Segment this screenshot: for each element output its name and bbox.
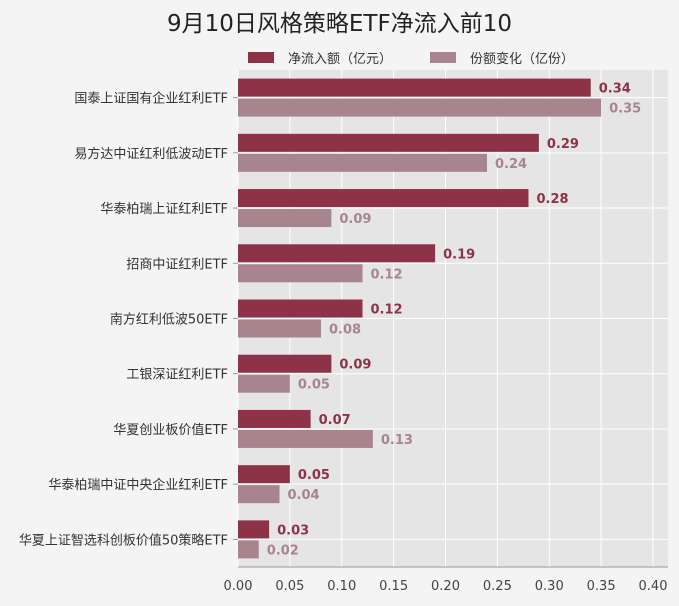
- data-label-share-change: 0.12: [371, 267, 403, 282]
- category-label: 华夏创业板价值ETF: [113, 422, 228, 438]
- category-label: 华泰柏瑞上证红利ETF: [100, 201, 228, 217]
- bar-net-inflow: [238, 244, 436, 263]
- category-label: 易方达中证红利低波动ETF: [74, 146, 228, 162]
- data-label-net-inflow: 0.07: [319, 413, 351, 428]
- data-label-share-change: 0.04: [288, 488, 320, 503]
- x-tick-label: 0.00: [224, 579, 253, 594]
- x-tick-label: 0.35: [587, 579, 616, 594]
- data-label-share-change: 0.05: [298, 378, 330, 393]
- data-label-share-change: 0.35: [609, 102, 641, 117]
- legend-label-share-change: 份额变化（亿份）: [470, 52, 575, 67]
- data-label-share-change: 0.02: [267, 543, 299, 558]
- bar-share-change: [238, 374, 290, 393]
- bar-share-change: [238, 153, 487, 172]
- x-tick-label: 0.20: [431, 579, 460, 594]
- data-label-net-inflow: 0.05: [298, 468, 330, 483]
- x-tick-label: 0.40: [639, 579, 668, 594]
- category-label: 南方红利低波50ETF: [110, 312, 228, 328]
- bar-share-change: [238, 429, 373, 448]
- data-label-net-inflow: 0.19: [443, 247, 475, 262]
- data-label-net-inflow: 0.34: [599, 82, 631, 97]
- data-label-share-change: 0.13: [381, 433, 413, 448]
- category-label: 招商中证红利ETF: [126, 256, 228, 272]
- x-tick-label: 0.25: [483, 579, 512, 594]
- legend-swatch-share-change: [430, 52, 457, 63]
- legend-item-net-inflow: 净流入额（亿元）: [248, 48, 392, 67]
- x-tick-label: 0.10: [327, 579, 356, 594]
- legend-item-share-change: 份额变化（亿份）: [430, 48, 574, 67]
- bar-net-inflow: [238, 520, 270, 539]
- bar-share-change: [238, 209, 332, 228]
- data-label-share-change: 0.08: [329, 323, 361, 338]
- bar-share-change: [238, 485, 280, 504]
- bar-net-inflow: [238, 78, 591, 97]
- bar-share-change: [238, 540, 259, 559]
- category-label: 华泰柏瑞中证中央企业红利ETF: [48, 477, 228, 493]
- data-label-net-inflow: 0.12: [371, 303, 403, 318]
- bar-net-inflow: [238, 133, 539, 152]
- data-label-net-inflow: 0.29: [547, 137, 579, 152]
- legend-swatch-net-inflow: [248, 52, 274, 63]
- bar-share-change: [238, 264, 363, 283]
- data-label-share-change: 0.24: [495, 157, 527, 172]
- legend-label-net-inflow: 净流入额（亿元）: [288, 52, 393, 67]
- x-tick-label: 0.05: [275, 579, 304, 594]
- bar-net-inflow: [238, 354, 332, 373]
- category-label: 华夏上证智选科创板价值50策略ETF: [19, 532, 228, 548]
- category-label: 国泰上证国有企业红利ETF: [74, 91, 228, 107]
- data-label-net-inflow: 0.28: [537, 192, 569, 207]
- data-label-share-change: 0.09: [339, 212, 371, 227]
- bar-share-change: [238, 319, 321, 338]
- legend: 净流入额（亿元） 份额变化（亿份）: [248, 48, 612, 67]
- x-tick-label: 0.15: [379, 579, 408, 594]
- x-tick-label: 0.30: [535, 579, 564, 594]
- data-label-net-inflow: 0.09: [339, 358, 371, 373]
- bar-share-change: [238, 98, 602, 117]
- data-label-net-inflow: 0.03: [277, 523, 309, 538]
- bar-net-inflow: [238, 189, 529, 208]
- bar-net-inflow: [238, 465, 290, 484]
- chart-title: 9月10日风格策略ETF净流入前10: [167, 11, 512, 37]
- bar-net-inflow: [238, 409, 311, 428]
- bar-net-inflow: [238, 299, 363, 318]
- category-label: 工银深证红利ETF: [126, 367, 228, 383]
